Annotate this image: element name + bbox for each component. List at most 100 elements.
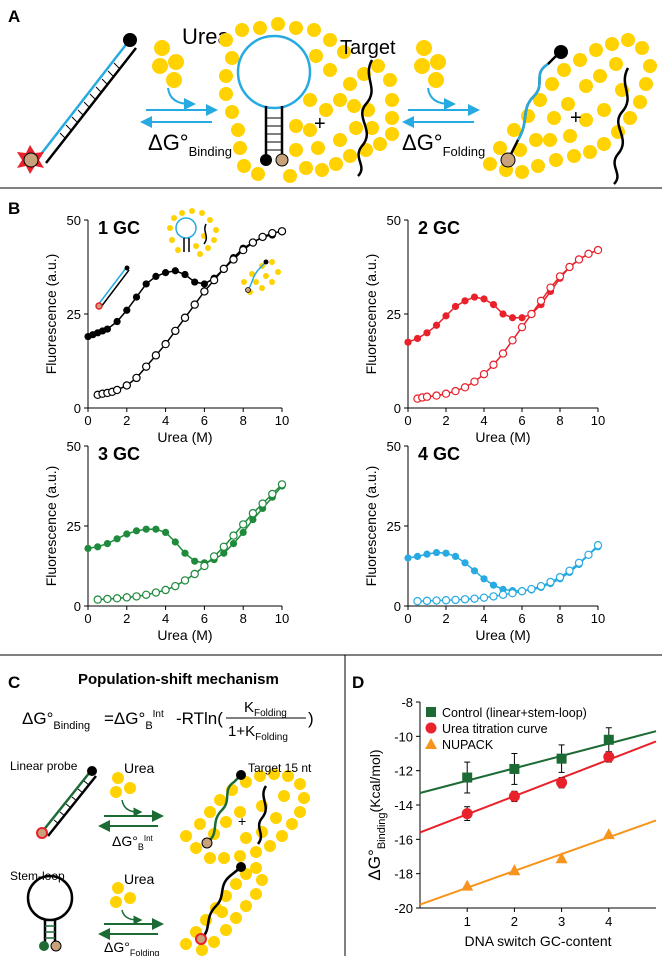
chart-b4-y-axis-label: Fluorescence (a.u.) [363, 466, 379, 587]
chart-d-series-1-point [508, 790, 520, 802]
chart-b3-x-tick-label: 6 [201, 611, 208, 626]
chart-b2-series-1-point [432, 391, 441, 400]
chart-b3-series-1-point [93, 595, 102, 604]
chart-b1-series-1-point [209, 275, 219, 285]
target-label-a: Target [340, 37, 396, 59]
chart-b1-series-1-point [268, 228, 277, 238]
chart-b2-x-tick-label: 2 [442, 413, 449, 428]
chart-b3-series-1-line [97, 483, 283, 601]
chart-b1-series-1-point [171, 326, 180, 336]
chart-b2-series-1-point [517, 322, 527, 332]
dg-fold-label: ΔG°Folding [104, 939, 159, 956]
dg-binding-label: ΔG°Binding [148, 130, 232, 159]
chart-b4-title: 4 GC [418, 444, 460, 464]
chart-d-y-tick-label: -14 [394, 798, 413, 813]
chart-b2-y-axis-label: Fluorescence (a.u.) [363, 254, 379, 375]
chart-b2-series-0-point [442, 312, 450, 320]
chart-b2-series-1-point [536, 296, 546, 306]
chart-b4-series-0-point [442, 549, 450, 557]
plus-a1: + [314, 113, 326, 135]
chart-b1-series-0-point [103, 325, 111, 333]
chart-d-y-tick-label: -12 [394, 764, 413, 779]
chart-b2-x-tick-label: 10 [591, 413, 605, 428]
chart-b3-series-1-point [248, 509, 258, 518]
chart-d-series-1-point [556, 777, 568, 789]
chart-b2-series-1-point [489, 360, 498, 369]
chart-d-x-tick-label: 3 [558, 914, 565, 929]
chart-b4-y-tick-label: 0 [394, 599, 401, 614]
chart-b3-x-tick-label: 10 [275, 611, 289, 626]
chart-b2-series-0-point [518, 314, 526, 322]
chart-b4-series-0-point [404, 554, 412, 562]
panel-c: C Population-shift mechanism ΔG°Binding … [8, 671, 314, 956]
chart-b3-series-0-point [142, 525, 150, 533]
chart-b3-series-0-point [152, 525, 160, 533]
chart-b1-series-1-point [190, 300, 199, 309]
urea-molecules-c1 [110, 772, 136, 798]
chart-d-series-1-legend-marker [425, 722, 437, 734]
equation-close: ) [308, 709, 314, 728]
chart-b4-series-0-point [480, 575, 488, 583]
chart-b2-series-0-point [489, 301, 498, 309]
chart-b1-series-1-point [112, 385, 122, 395]
stem-loop-label: Stem-loop [10, 869, 65, 883]
dg-int-label: ΔG°BInt [112, 833, 154, 852]
urea-field-c2 [180, 862, 268, 956]
chart-d-series-0-point [462, 772, 473, 783]
chart-b1-y-axis-label: Fluorescence (a.u.) [43, 254, 59, 375]
chart-d-x-tick-label: 2 [511, 914, 518, 929]
chart-b1-series-0-point [142, 280, 150, 288]
curved-arrow-c1 [121, 799, 143, 817]
chart-d-series-2-point [508, 864, 521, 876]
chart-b4-x-tick-label: 8 [556, 611, 563, 626]
chart-b1-series-0-point [200, 280, 208, 288]
chart-d-y-axis-label: ΔG°Binding(Kcal/mol) [365, 749, 388, 880]
chart-b4-y-tick-label: 50 [387, 439, 401, 454]
chart-b1-series-0-point [191, 278, 199, 286]
chart-b2-series-1-point [593, 245, 603, 255]
unfolded-linear-c-illustration [201, 770, 268, 849]
chart-b3-series-0-point [239, 528, 247, 537]
chart-b4-series-1-point [546, 577, 555, 587]
equation-denominator: 1+KFolding [228, 723, 288, 743]
inset-unfolded-icon [241, 259, 281, 295]
equation-rtln: -RTln( [176, 709, 223, 728]
chart-b2-series-1-point [479, 369, 489, 379]
urea-label-c2: Urea [124, 871, 155, 887]
chart-d-series-1-fit-line [419, 740, 657, 834]
chart-b3-series-1-point [277, 480, 287, 489]
chart-b2-series-0-point [470, 293, 479, 301]
chart-d-series-0-point [509, 763, 520, 774]
chart-b4-series-1-point [555, 573, 565, 582]
linear-probe-duplex-illustration [17, 33, 137, 174]
chart-b2-series-1-point [498, 349, 508, 358]
equilibrium-arrows-c1 [98, 810, 164, 832]
chart-b2-series-0-point [499, 310, 507, 318]
chart-b3-series-1-point [180, 576, 190, 585]
chart-b4-series-1-point [460, 595, 470, 604]
equilibrium-arrows-a2 [402, 104, 480, 128]
chart-b4-series-1-point [422, 596, 432, 606]
chart-b3-series-1-point [141, 590, 151, 600]
chart-b3-series-0-point [94, 543, 102, 551]
chart-b4-series-1-point [441, 596, 451, 605]
chart-b2-title: 2 GC [418, 218, 460, 238]
chart-d-series-1-point [461, 808, 473, 820]
curved-arrow-a2 [427, 87, 456, 110]
chart-b4-x-tick-label: 10 [591, 611, 605, 626]
chart-b2-x-tick-label: 0 [404, 413, 411, 428]
chart-b2-series-1-point [422, 392, 432, 401]
chart-b2-series-1-line [417, 249, 599, 400]
dg-folding-label: ΔG°Folding [402, 130, 485, 159]
chart-b3-y-tick-label: 50 [67, 439, 81, 454]
urea-molecules-a2 [414, 40, 446, 88]
chart-b4-x-tick-label: 2 [442, 611, 449, 626]
chart-b2-y-tick-label: 25 [387, 307, 401, 322]
chart-b4-series-0-point [423, 550, 431, 558]
plus-c: + [238, 813, 246, 829]
chart-b1-series-1-point [132, 373, 141, 383]
chart-b1-series-1-point [229, 255, 238, 264]
chart-d-x-tick-label: 4 [605, 914, 612, 929]
chart-b4-series-0-point [461, 559, 469, 567]
chart-b3-series-1-point [268, 489, 277, 499]
